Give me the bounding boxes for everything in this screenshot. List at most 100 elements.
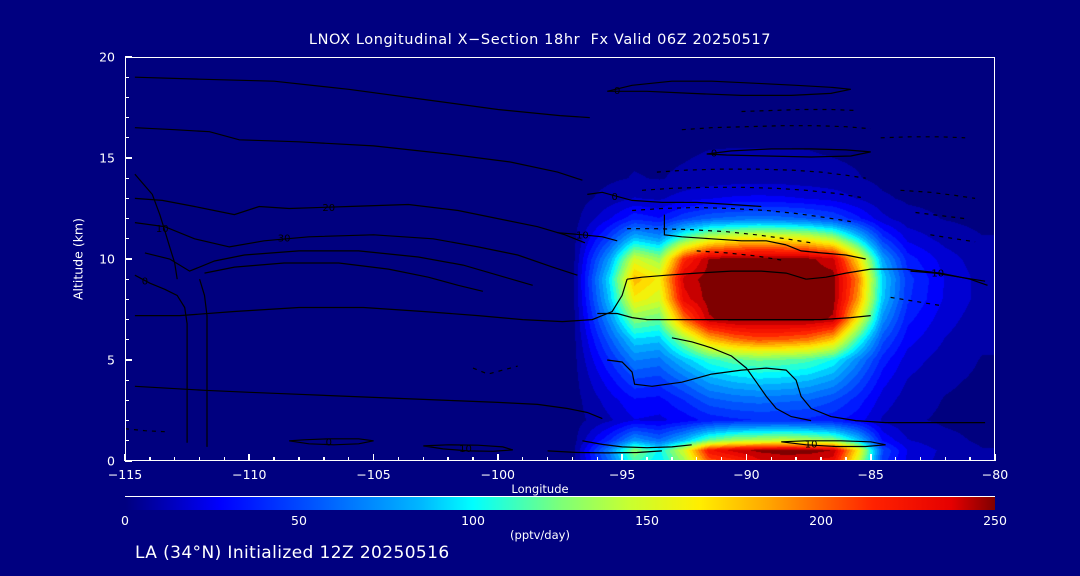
x-tick-mark xyxy=(124,454,126,461)
y-tick-label: 0 xyxy=(107,453,115,469)
x-tick-minor xyxy=(323,457,325,461)
colorbar-gradient xyxy=(125,496,995,510)
contour-line-negative xyxy=(930,234,976,243)
x-tick-minor xyxy=(919,457,922,461)
y-tick-mark xyxy=(125,258,132,260)
contour-line-negative xyxy=(681,125,871,131)
x-tick-label: −90 xyxy=(733,467,760,482)
colorbar-tick-label: 150 xyxy=(635,513,659,528)
contour-line xyxy=(597,312,871,321)
contour-label: 0 xyxy=(326,437,332,448)
x-tick-minor xyxy=(770,457,772,461)
contour-line xyxy=(781,440,886,448)
contour-label: 30 xyxy=(278,233,291,244)
colorbar xyxy=(125,496,995,510)
contour-line xyxy=(134,127,583,181)
y-tick-minor xyxy=(125,137,129,139)
x-tick-minor xyxy=(820,457,822,461)
y-tick-minor xyxy=(125,419,129,422)
contour-line-negative xyxy=(915,211,966,220)
y-tick-minor xyxy=(125,96,129,99)
x-tick-minor xyxy=(174,457,176,461)
x-tick-label: −95 xyxy=(608,467,636,482)
colorbar-tick-label: 200 xyxy=(809,513,833,528)
x-tick-minor xyxy=(845,457,847,461)
x-tick-minor xyxy=(198,457,201,461)
colorbar-units-label: (pptv/day) xyxy=(510,528,570,542)
contour-line xyxy=(134,274,188,443)
contour-label: 10 xyxy=(931,269,944,280)
x-tick-minor xyxy=(646,457,648,461)
contour-line-negative xyxy=(627,228,812,244)
wind-speed-contours: 20 30 10 0 10 0 0 0 10 0 10 10 xyxy=(125,76,988,455)
contour-label: 10 xyxy=(459,444,472,455)
contour-label: 0 xyxy=(614,86,620,97)
x-tick-label: −85 xyxy=(857,467,884,482)
contour-line xyxy=(134,197,586,244)
contour-line xyxy=(663,214,787,246)
contour-line-negative xyxy=(900,189,976,199)
contour-line xyxy=(134,279,628,323)
contour-line xyxy=(134,385,603,420)
contour-line xyxy=(785,244,866,260)
x-tick-label: −105 xyxy=(356,467,391,482)
contour-line-negative xyxy=(641,186,861,198)
contour-label: 0 xyxy=(142,277,148,288)
y-tick-mark xyxy=(125,460,132,462)
x-tick-minor xyxy=(696,457,698,461)
contour-line xyxy=(134,76,590,119)
x-tick-label: −80 xyxy=(981,467,1009,482)
contour-line-negative xyxy=(656,168,866,179)
y-tick-minor xyxy=(125,197,129,200)
colorbar-tick-label: 250 xyxy=(983,513,1007,528)
y-tick-minor xyxy=(125,399,129,402)
x-tick-label: −115 xyxy=(107,467,143,482)
contour-label: 10 xyxy=(805,439,818,450)
x-tick-minor xyxy=(795,457,797,461)
contour-label: 0 xyxy=(612,192,618,203)
contour-line xyxy=(423,444,513,452)
contour-line-negative xyxy=(741,108,856,113)
y-tick-minor xyxy=(125,116,129,119)
contour-label: 20 xyxy=(322,203,335,214)
y-tick-mark xyxy=(125,157,132,159)
y-tick-label: 5 xyxy=(107,352,115,368)
x-tick-label: −100 xyxy=(480,467,516,482)
y-tick-minor xyxy=(125,379,129,381)
x-tick-minor xyxy=(571,457,574,461)
contour-label: 10 xyxy=(576,230,589,241)
x-tick-minor xyxy=(273,457,275,461)
x-tick-minor xyxy=(298,457,300,461)
chart-title: LNOX Longitudinal X−Section 18hr Fx Vali… xyxy=(308,32,772,48)
contour-line xyxy=(706,148,871,158)
contour-label: 10 xyxy=(156,224,169,235)
y-tick-label: 10 xyxy=(99,251,115,267)
y-tick-minor xyxy=(125,440,129,442)
contour-line xyxy=(671,337,812,422)
contour-line-negative xyxy=(696,250,782,261)
x-axis-label: Longitude xyxy=(511,482,569,496)
contour-label: 0 xyxy=(711,149,717,160)
contour-line xyxy=(144,250,533,286)
x-tick-minor xyxy=(472,457,474,461)
y-tick-minor xyxy=(125,76,129,78)
x-tick-mark xyxy=(248,454,251,461)
contour-line-negative xyxy=(880,136,966,139)
x-tick-minor xyxy=(546,457,549,461)
x-tick-mark xyxy=(621,454,623,461)
y-tick-minor xyxy=(125,177,129,179)
x-tick-minor xyxy=(348,457,350,461)
contour-line xyxy=(582,440,692,449)
contour-line-negative xyxy=(472,365,518,375)
contour-line-negative xyxy=(890,296,941,307)
contour-line xyxy=(627,270,807,280)
y-tick-minor xyxy=(125,298,129,301)
y-tick-mark xyxy=(125,56,132,58)
contour-line-negative xyxy=(125,428,165,433)
x-tick-minor xyxy=(894,457,897,461)
colorbar-tick-label: 0 xyxy=(121,513,129,528)
x-tick-mark xyxy=(994,454,996,461)
x-tick-mark xyxy=(745,454,748,461)
x-tick-minor xyxy=(671,457,673,461)
